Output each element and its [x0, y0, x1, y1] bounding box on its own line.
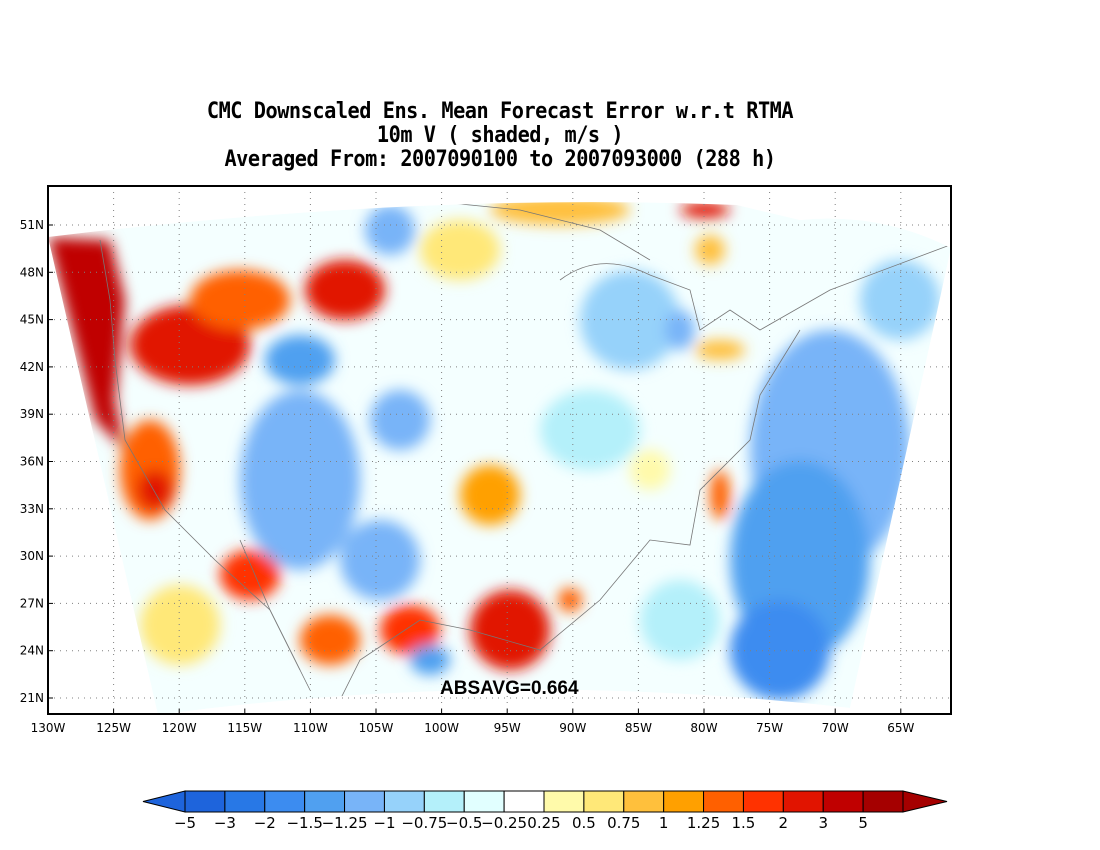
lon-tick-label: 100W: [424, 721, 459, 735]
latitude-axis: 51N 48N 45N 42N 39N 36N 33N 30N 27N 24N 21N: [20, 218, 53, 705]
longitude-axis: 130W 125W 120W 115W 110W 105W 100W 95W 90W 85W 80W…: [31, 709, 914, 735]
lat-tick-label: 27N: [20, 596, 44, 610]
lat-tick-label: 36N: [20, 455, 44, 469]
colorbar-label: −3: [214, 814, 236, 832]
colorbar-swatch: [663, 790, 705, 813]
lon-tick-label: 65W: [887, 721, 914, 735]
colorbar-label: 0.5: [572, 814, 596, 832]
lon-tick-label: 90W: [559, 721, 586, 735]
title-line-3: Averaged From: 2007090100 to 2007093000 …: [224, 147, 776, 172]
map-frame: [47, 185, 952, 715]
lat-tick-label: 24N: [20, 644, 44, 658]
colorbar-label: −5: [174, 814, 196, 832]
colorbar-label: −0.5: [446, 814, 482, 832]
colorbar-label: 0.25: [527, 814, 560, 832]
lon-tick-label: 70W: [822, 721, 849, 735]
colorbar-under-arrow-icon: [142, 790, 186, 813]
lon-tick-label: 80W: [690, 721, 717, 735]
lat-tick-label: 45N: [20, 313, 44, 327]
lat-tick-label: 39N: [20, 407, 44, 421]
lon-tick-label: 110W: [293, 721, 328, 735]
lon-tick-label: 120W: [162, 721, 197, 735]
colorbar-label: −0.75: [401, 814, 447, 832]
figure-title: CMC Downscaled Ens. Mean Forecast Error …: [0, 100, 1000, 172]
lat-tick-label: 30N: [20, 549, 44, 563]
colorbar-swatch: [184, 790, 226, 813]
colorbar-swatch: [583, 790, 625, 813]
colorbar-swatch: [423, 790, 465, 813]
colorbar-over-arrow-icon: [902, 790, 948, 813]
lat-tick-label: 21N: [20, 691, 44, 705]
colorbar-swatch: [623, 790, 665, 813]
colorbar-swatch: [503, 790, 545, 813]
colorbar-label: 3: [818, 814, 828, 832]
colorbar-swatch: [742, 790, 784, 813]
lon-tick-label: 115W: [227, 721, 262, 735]
colorbar-label: −1: [373, 814, 395, 832]
colorbar-swatch: [703, 790, 744, 813]
lon-tick-label: 130W: [31, 721, 66, 735]
lon-tick-label: 85W: [625, 721, 652, 735]
colorbar-swatch: [344, 790, 385, 813]
colorbar-label: 0.75: [607, 814, 640, 832]
colorbar-swatch: [862, 790, 904, 813]
lat-tick-label: 48N: [20, 265, 44, 279]
dotted-grid: [48, 186, 951, 714]
colorbar-swatch: [264, 790, 306, 813]
lat-tick-label: 51N: [20, 218, 44, 232]
colorbar-swatch: [822, 790, 864, 813]
colorbar-label: −1.25: [322, 814, 368, 832]
colorbar-label: 5: [858, 814, 868, 832]
colorbar-label: −1.5: [286, 814, 322, 832]
colorbar-swatch: [782, 790, 824, 813]
lat-tick-label: 42N: [20, 360, 44, 374]
colorbar-label: 2: [779, 814, 789, 832]
colorbar-label: −0.25: [481, 814, 527, 832]
shaded-field: [48, 202, 951, 714]
lon-tick-label: 75W: [756, 721, 783, 735]
colorbar-label: −2: [254, 814, 276, 832]
colorbar-swatch: [543, 790, 585, 813]
colorbar-swatch: [224, 790, 266, 813]
title-line-2: 10m V ( shaded, m/s ): [376, 123, 624, 148]
title-line-1: CMC Downscaled Ens. Mean Forecast Error …: [206, 99, 794, 124]
lon-tick-label: 125W: [96, 721, 131, 735]
lon-tick-label: 95W: [494, 721, 521, 735]
absavg-annotation: ABSAVG=0.664: [440, 678, 579, 699]
colorbar-swatch: [383, 790, 425, 813]
colorbar: −5 −3 −2 −1.5−1.25 −1 −0.75−0.5−0.25 0.25 0.5 0.…: [142, 790, 948, 832]
colorbar-label: 1.25: [687, 814, 720, 832]
lat-tick-label: 33N: [20, 502, 44, 516]
colorbar-label: 1.5: [732, 814, 756, 832]
lon-tick-label: 105W: [359, 721, 394, 735]
colorbar-label: 1: [659, 814, 669, 832]
colorbar-swatch: [304, 790, 346, 813]
colorbar-swatch: [463, 790, 505, 813]
